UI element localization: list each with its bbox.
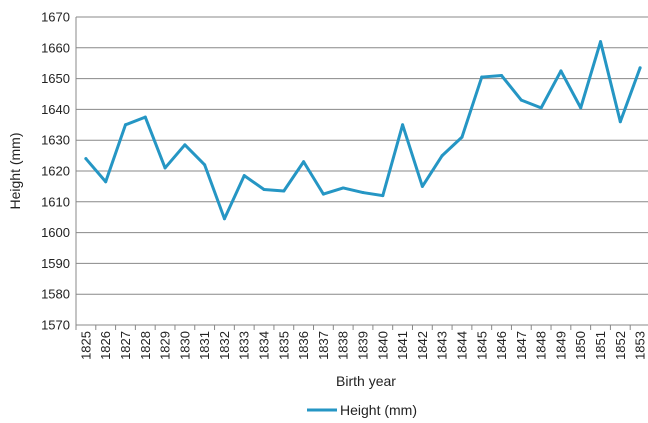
x-tick-label: 1828	[138, 331, 153, 360]
x-tick-label: 1841	[395, 331, 410, 360]
x-tick-label: 1827	[118, 331, 133, 360]
x-tick-label: 1840	[375, 331, 390, 360]
x-tick-label: 1844	[454, 331, 469, 360]
x-axis: 1825 1826 1827 1828 1829 1830 1831 1832 1833 1834…	[75, 17, 648, 360]
data-point	[242, 174, 246, 178]
x-tick-label: 1852	[613, 331, 628, 360]
x-tick-label: 1837	[316, 331, 331, 360]
y-tick-label: 1580	[41, 287, 70, 302]
x-tick-label: 1850	[573, 331, 588, 360]
data-point	[361, 191, 365, 195]
data-point	[420, 184, 424, 188]
y-axis: 1570 1580 1590 1600 1610 1620 1630 1640 1650 1660…	[41, 10, 70, 333]
x-tick-label: 1842	[415, 331, 430, 360]
x-tick-label: 1836	[296, 331, 311, 360]
data-point	[579, 106, 583, 110]
data-point	[618, 120, 622, 124]
x-tick-label: 1843	[435, 331, 450, 360]
x-tick-label: 1848	[534, 331, 549, 360]
x-tick-label: 1829	[158, 331, 173, 360]
y-axis-title: Height (mm)	[7, 132, 23, 209]
data-point	[480, 75, 484, 79]
data-point	[104, 180, 108, 184]
x-tick-label: 1847	[514, 331, 529, 360]
data-point	[381, 194, 385, 198]
x-tick-label: 1845	[474, 331, 489, 360]
legend-label: Height (mm)	[340, 402, 417, 418]
legend: Height (mm)	[307, 402, 417, 418]
data-point	[143, 115, 147, 119]
data-point	[321, 192, 325, 196]
x-tick-label: 1825	[78, 331, 93, 360]
x-tick-label: 1846	[494, 331, 509, 360]
data-point	[183, 143, 187, 147]
x-tick-label: 1851	[593, 331, 608, 360]
x-axis-title: Birth year	[336, 373, 396, 389]
data-point	[460, 135, 464, 139]
y-tick-label: 1640	[41, 102, 70, 117]
y-tick-label: 1610	[41, 194, 70, 209]
data-point	[638, 66, 642, 70]
data-point	[302, 160, 306, 164]
data-point	[123, 123, 127, 127]
y-tick-label: 1620	[41, 164, 70, 179]
x-tick-label: 1834	[257, 331, 272, 360]
data-point	[519, 98, 523, 102]
data-point	[500, 74, 504, 78]
y-tick-label: 1600	[41, 225, 70, 240]
gridlines	[76, 16, 648, 326]
x-tick-label: 1835	[276, 331, 291, 360]
data-point	[84, 157, 88, 161]
data-point	[163, 166, 167, 170]
data-point	[262, 187, 266, 191]
data-point	[203, 163, 207, 167]
data-point	[341, 186, 345, 190]
series-layer	[84, 40, 642, 221]
y-tick-label: 1660	[41, 40, 70, 55]
x-tick-label: 1838	[336, 331, 351, 360]
y-tick-label: 1570	[41, 318, 70, 333]
y-tick-label: 1590	[41, 256, 70, 271]
data-point	[440, 154, 444, 158]
x-tick-label: 1849	[553, 331, 568, 360]
x-tick-label: 1830	[177, 331, 192, 360]
y-tick-label: 1630	[41, 133, 70, 148]
x-tick-label: 1839	[356, 331, 371, 360]
data-point	[539, 106, 543, 110]
y-tick-label: 1670	[41, 10, 70, 25]
y-tick-label: 1650	[41, 71, 70, 86]
data-point	[282, 189, 286, 193]
x-tick-label: 1833	[237, 331, 252, 360]
data-point	[599, 40, 603, 44]
x-tick-label: 1831	[197, 331, 212, 360]
data-point	[401, 123, 405, 127]
data-point	[222, 217, 226, 221]
x-tick-label: 1853	[633, 331, 648, 360]
x-tick-label: 1826	[98, 331, 113, 360]
data-point	[559, 69, 563, 73]
x-tick-label: 1832	[217, 331, 232, 360]
